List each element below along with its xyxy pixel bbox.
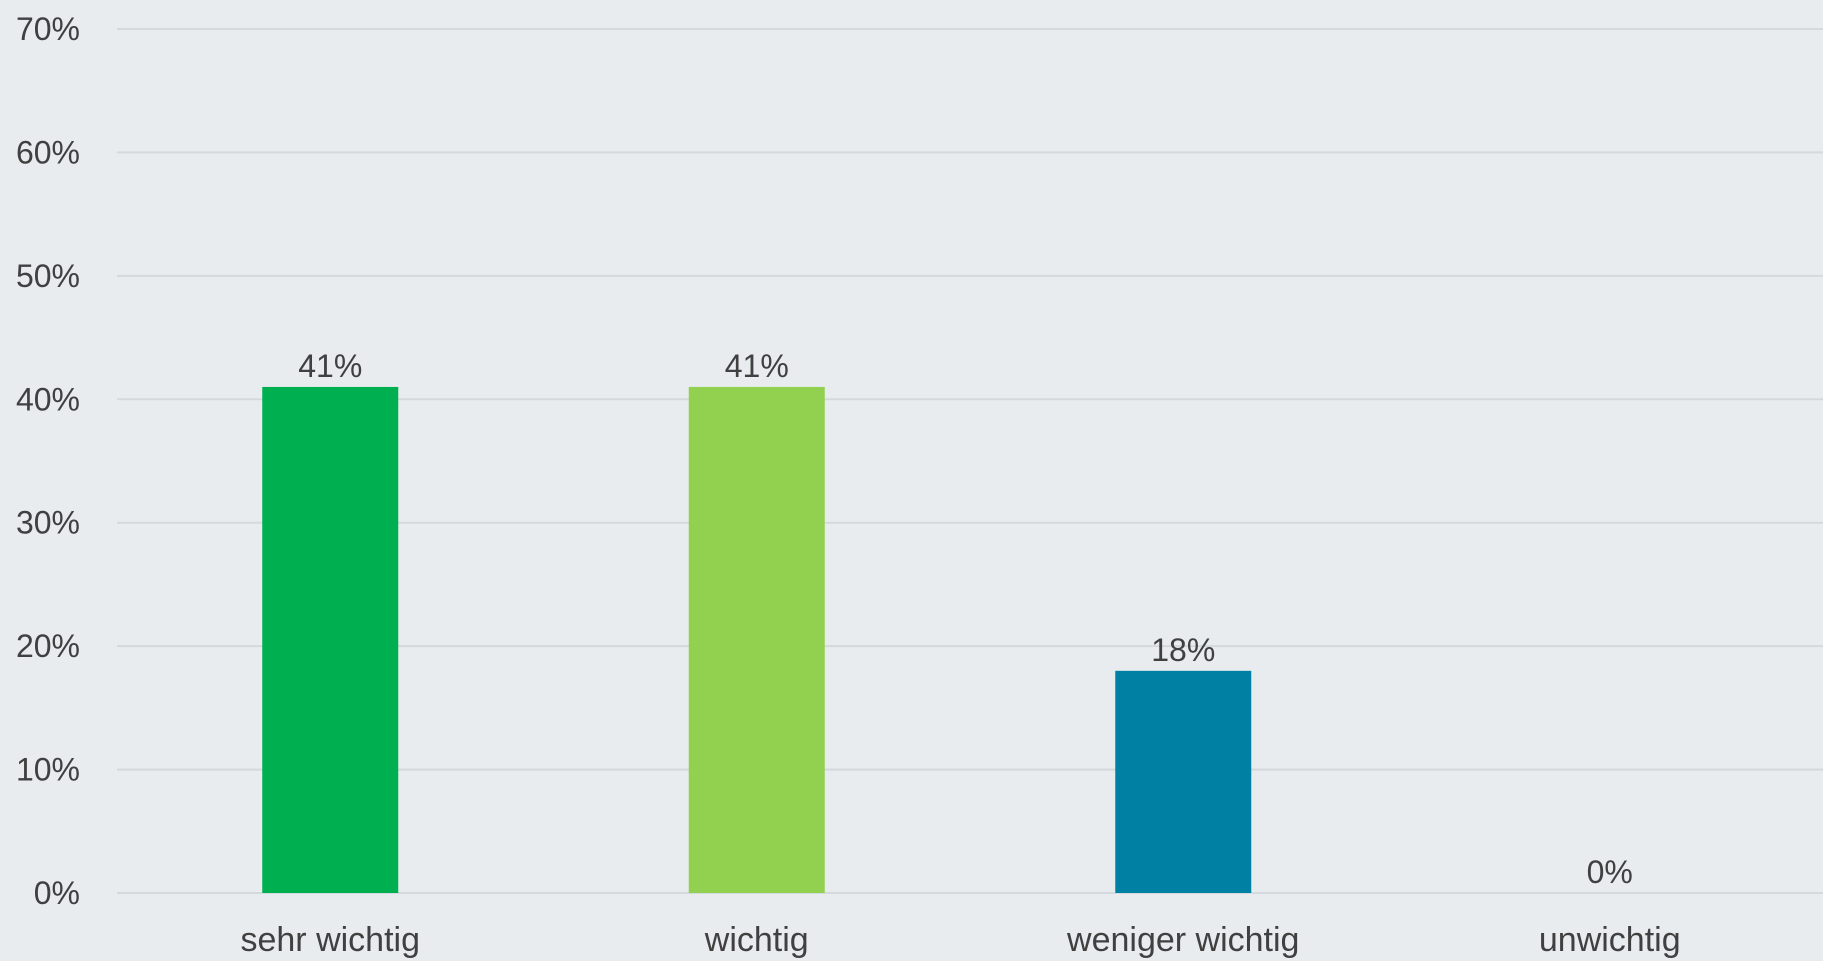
y-tick-label: 50% [16, 258, 80, 294]
category-label: weniger wichtig [1066, 921, 1299, 959]
y-tick-label: 70% [16, 11, 80, 47]
category-label: sehr wichtig [240, 921, 420, 959]
bar-wichtig [688, 386, 825, 893]
data-label: 41% [725, 348, 789, 384]
category-label: wichtig [704, 921, 809, 959]
gridlines [117, 28, 1823, 894]
bar-sehr-wichtig [262, 386, 399, 893]
y-axis-ticks: 0% 10% 20% 30% 40% 50% 60% 70% [16, 11, 80, 911]
data-labels: 41% 41% 18% 0% [298, 348, 1633, 890]
y-tick-label: 0% [34, 875, 80, 911]
y-tick-label: 20% [16, 628, 80, 664]
bars [262, 386, 1252, 893]
y-tick-label: 40% [16, 381, 80, 417]
y-tick-label: 60% [16, 134, 80, 170]
bar-weniger-wichtig [1115, 670, 1252, 893]
data-label: 0% [1587, 854, 1633, 890]
category-label: unwichtig [1539, 921, 1681, 959]
data-label: 18% [1151, 632, 1215, 668]
category-labels: sehr wichtig wichtig weniger wichtig unwich… [240, 921, 1680, 959]
y-tick-label: 10% [16, 752, 80, 788]
y-tick-label: 30% [16, 505, 80, 541]
data-label: 41% [298, 348, 362, 384]
